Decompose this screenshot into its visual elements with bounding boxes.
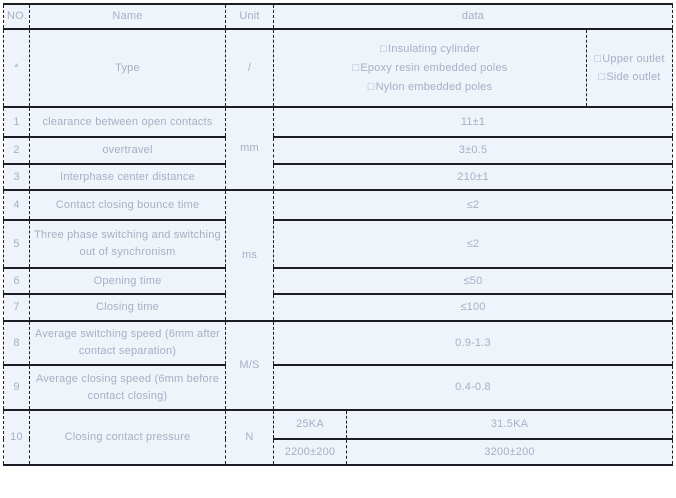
table-row: 6 Opening time ≤50 <box>3 267 674 295</box>
table-row-pressure: 10 Closing contact pressure N 25KA 31.5K… <box>3 409 674 466</box>
row-value: ≤2 <box>272 219 674 269</box>
row-name: Closing time <box>29 293 226 322</box>
table-row: 2 overtravel 3±0.5 <box>3 136 674 165</box>
table-header-row: NO. Name Unit data <box>3 3 674 30</box>
pole-options-cell: □Insulating cylinder □Epoxy resin embedd… <box>273 28 587 108</box>
option-label: Side outlet <box>606 71 661 83</box>
unit-cell-ms: ms <box>225 189 274 322</box>
checkbox-option-nylon-poles[interactable]: □Nylon embedded poles <box>277 78 583 97</box>
row-number: 10 <box>3 409 30 466</box>
pressure-value-31-5ka: 3200±200 <box>345 438 674 466</box>
row-name: Opening time <box>29 267 226 295</box>
header-unit: Unit <box>225 3 274 30</box>
checkbox-option-upper-outlet[interactable]: □Upper outlet <box>590 50 669 68</box>
row-name: Closing contact pressure <box>29 409 226 466</box>
row-number: 3 <box>3 163 30 191</box>
checkbox-option-insulating-cylinder[interactable]: □Insulating cylinder <box>277 40 583 59</box>
row-number: 9 <box>3 364 30 411</box>
table-row: 1 clearance between open contacts mm 11±… <box>3 106 674 191</box>
pressure-value-25ka: 2200±200 <box>273 438 347 466</box>
row-number: 4 <box>3 189 30 221</box>
checkbox-icon[interactable]: □ <box>367 80 375 93</box>
table-row: 9 Average closing speed (6mm before cont… <box>3 364 674 411</box>
row-value: ≤50 <box>272 267 674 295</box>
row-number: 1 <box>3 106 30 138</box>
unit-cell-ms-speed: M/S <box>225 320 274 411</box>
unit-cell-mm: mm <box>225 106 274 191</box>
header-name: Name <box>29 3 226 30</box>
checkbox-option-epoxy-resin-poles[interactable]: □Epoxy resin embedded poles <box>277 59 583 78</box>
row-name: Average switching speed (6mm after conta… <box>29 320 226 366</box>
option-label: Insulating cylinder <box>388 42 480 55</box>
row-value: 0.4-0.8 <box>272 364 674 411</box>
option-label: Nylon embedded poles <box>375 80 493 93</box>
row-value: 11±1 <box>272 106 674 138</box>
table-row: 8 Average switching speed (6mm after con… <box>3 320 674 411</box>
table-row: 3 Interphase center distance 210±1 <box>3 163 674 191</box>
row-name: Three phase switching and switching out … <box>29 219 226 269</box>
unit-cell: / <box>225 28 274 108</box>
header-data: data <box>272 3 674 30</box>
checkbox-icon[interactable]: □ <box>598 71 606 83</box>
spec-sheet: NO. Name Unit data * Type / □Insulating … <box>3 3 674 466</box>
row-name: Average closing speed (6mm before contac… <box>29 364 226 411</box>
row-value: 210±1 <box>272 163 674 191</box>
row-value: ≤100 <box>272 293 674 322</box>
row-number: 7 <box>3 293 30 322</box>
row-name: Contact closing bounce time <box>29 189 226 221</box>
row-number: 6 <box>3 267 30 295</box>
table-row-type: * Type / □Insulating cylinder □Epoxy res… <box>3 28 674 108</box>
row-number: 8 <box>3 320 30 366</box>
table-row-pressure-values: 2200±200 3200±200 <box>4 438 674 466</box>
unit-cell-n: N <box>225 409 274 466</box>
outlet-options-cell: □Upper outlet □Side outlet <box>585 28 674 108</box>
checkbox-icon[interactable]: □ <box>380 42 387 55</box>
option-label: Epoxy resin embedded poles <box>360 61 508 74</box>
checkbox-icon[interactable]: □ <box>352 61 360 74</box>
table-row: 4 Contact closing bounce time ms ≤2 <box>3 189 674 322</box>
rating-label-25ka: 25KA <box>273 409 347 440</box>
row-value: 3±0.5 <box>272 136 674 165</box>
checkbox-icon[interactable]: □ <box>594 53 602 65</box>
table-row: 7 Closing time ≤100 <box>3 293 674 322</box>
row-value: 0.9-1.3 <box>272 320 674 366</box>
header-no: NO. <box>3 3 30 30</box>
row-name: Interphase center distance <box>29 163 226 191</box>
row-number: 5 <box>3 219 30 269</box>
row-value: ≤2 <box>272 189 674 221</box>
checkbox-option-side-outlet[interactable]: □Side outlet <box>590 68 669 86</box>
table-row: 5 Three phase switching and switching ou… <box>3 219 674 269</box>
rating-label-31-5ka: 31.5KA <box>345 409 674 440</box>
row-name: clearance between open contacts <box>29 106 226 138</box>
option-label: Upper outlet <box>602 53 665 65</box>
row-name: overtravel <box>29 136 226 165</box>
row-number: * <box>3 28 30 108</box>
row-number: 2 <box>3 136 30 165</box>
row-name-type: Type <box>29 28 226 108</box>
specification-table: NO. Name Unit data * Type / □Insulating … <box>3 3 674 466</box>
